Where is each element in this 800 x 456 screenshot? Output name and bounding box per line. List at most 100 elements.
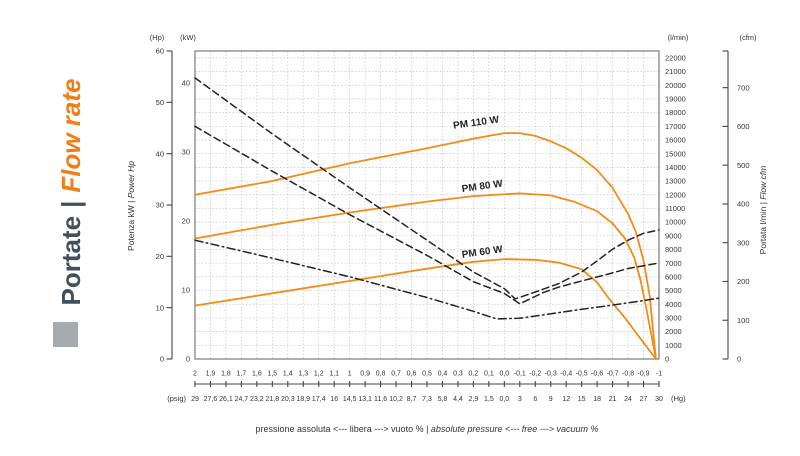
lmin-axis-header: (l/min) [668, 33, 689, 42]
x-bar-tick-label: 1,9 [206, 371, 216, 378]
lmin-tick-label: 10000 [665, 218, 686, 227]
x-bar-tick-label: 0,0 [499, 371, 509, 378]
x-psig-tick-label: 3 [518, 396, 522, 403]
x-bar-tick-label: 0,6 [407, 371, 417, 378]
curve-pm-60-w-flow [194, 258, 657, 360]
x-bar-tick-label: -0,7 [607, 371, 619, 378]
x-bar-tick-label: 0,5 [422, 371, 432, 378]
lmin-tick-label: 7000 [665, 259, 682, 268]
lmin-tick-label: 9000 [665, 231, 682, 240]
curve-label-pm-110-w: PM 110 W [453, 114, 501, 131]
kw-tick-label: 10 [182, 286, 190, 295]
x-psig-tick-label: 15 [578, 396, 586, 403]
x-psig-tick-label: 17,4 [312, 396, 326, 403]
x-bar-tick-label: 0,4 [438, 371, 448, 378]
lmin-tick-label: 18000 [665, 108, 686, 117]
x-bar-tick-label: -0,8 [622, 371, 634, 378]
x-psig-tick-label: 13,1 [358, 396, 372, 403]
kw-axis-header: (kW) [180, 33, 196, 42]
lmin-tick-label: 20000 [665, 81, 686, 90]
curve-pm-80-w-flow [194, 192, 657, 360]
x-psig-tick-label: 14,5 [343, 396, 357, 403]
x-bar-tick-label: 0,3 [453, 371, 463, 378]
kw-tick-label: 30 [182, 147, 190, 156]
lmin-tick-label: 17000 [665, 122, 686, 131]
x-psig-tick-label: 11,6 [374, 396, 387, 403]
x-bar-tick-label: -1 [656, 371, 662, 378]
x-psig-tick-label: 29 [191, 396, 199, 403]
lmin-tick-label: 5000 [665, 286, 682, 295]
x-bar-tick-label: 1,2 [314, 371, 324, 378]
x-bar-tick-label: 0,9 [360, 371, 370, 378]
lmin-tick-label: 11000 [665, 204, 685, 213]
x-psig-tick-label: 4,4 [453, 396, 463, 403]
cfm-tick-label: 200 [737, 277, 750, 286]
lmin-tick-label: 16000 [665, 136, 686, 145]
psig-unit-label: (psig) [167, 394, 186, 403]
left-axis-title: Potenza kW | Power Hp [126, 161, 136, 251]
curve-pm-80-w-power [194, 125, 660, 305]
hp-tick-label: 20 [156, 252, 164, 261]
x-bar-tick-label: -0,4 [560, 371, 572, 378]
lmin-tick-label: 1000 [665, 341, 682, 350]
x-bar-tick-label: -0,5 [576, 371, 588, 378]
x-psig-tick-label: 27,6 [204, 396, 218, 403]
lmin-tick-label: 2000 [665, 327, 682, 336]
decorative-square [53, 322, 78, 347]
x-bar-tick-label: -0,1 [514, 371, 526, 378]
x-bar-tick-label: 1 [348, 371, 352, 378]
x-bar-tick-label: -0,6 [591, 371, 603, 378]
x-psig-tick-label: 9 [549, 396, 553, 403]
x-bar-tick-label: 2 [193, 371, 197, 378]
hp-tick-label: 0 [160, 355, 164, 364]
lmin-tick-label: 13000 [665, 177, 686, 186]
x-psig-tick-label: 5,8 [438, 396, 448, 403]
x-psig-tick-label: 20,3 [281, 396, 295, 403]
lmin-tick-label: 22000 [665, 53, 686, 62]
hp-tick-label: 40 [156, 149, 164, 158]
x-psig-tick-label: 8,7 [407, 396, 417, 403]
x-psig-tick-label: 21 [609, 396, 617, 403]
lmin-tick-label: 15000 [665, 149, 686, 158]
x-bar-tick-label: 0,2 [469, 371, 479, 378]
curve-label-pm-60-w: PM 60 W [461, 244, 504, 261]
x-bar-tick-label: 0,1 [484, 371, 494, 378]
x-psig-tick-label: 2,9 [469, 396, 479, 403]
lmin-tick-label: 0 [665, 355, 669, 364]
x-psig-tick-label: 24,7 [235, 396, 249, 403]
x-bar-tick-label: 0,7 [391, 371, 401, 378]
kw-tick-label: 20 [182, 216, 190, 225]
x-psig-tick-label: 30 [655, 396, 663, 403]
x-psig-tick-label: 21,8 [266, 396, 280, 403]
lmin-tick-label: 14000 [665, 163, 686, 172]
x-psig-tick-label: 23,2 [250, 396, 264, 403]
x-psig-tick-label: 18 [593, 396, 601, 403]
curve-pm-60-w-power [194, 239, 660, 320]
x-axis-caption: pressione assoluta <--- libera ---> vuot… [256, 424, 599, 434]
cfm-tick-label: 100 [737, 316, 750, 325]
hg-unit-label: (Hg) [671, 394, 686, 403]
x-psig-tick-label: 26,1 [219, 396, 233, 403]
x-psig-tick-label: 24 [624, 396, 632, 403]
x-bar-tick-label: 1,7 [237, 371, 247, 378]
cfm-axis-header: (cfm) [739, 33, 757, 42]
lmin-tick-label: 19000 [665, 95, 686, 104]
x-psig-tick-label: 1,5 [484, 396, 494, 403]
lmin-tick-label: 6000 [665, 272, 682, 281]
hp-tick-label: 10 [156, 303, 164, 312]
hp-tick-label: 60 [156, 47, 164, 56]
x-psig-tick-label: 16 [330, 396, 338, 403]
cfm-tick-label: 0 [737, 355, 741, 364]
x-psig-tick-label: 7,3 [422, 396, 432, 403]
curve-pm-110-w-power [194, 77, 660, 300]
lmin-tick-label: 12000 [665, 190, 686, 199]
x-psig-tick-label: 6 [533, 396, 537, 403]
hp-tick-label: 30 [156, 201, 164, 210]
cfm-tick-label: 300 [737, 238, 750, 247]
x-psig-tick-label: 0,0 [499, 396, 509, 403]
hp-tick-label: 50 [156, 98, 164, 107]
lmin-tick-label: 8000 [665, 245, 682, 254]
x-bar-tick-label: 1,6 [252, 371, 262, 378]
cfm-tick-label: 400 [737, 200, 750, 209]
